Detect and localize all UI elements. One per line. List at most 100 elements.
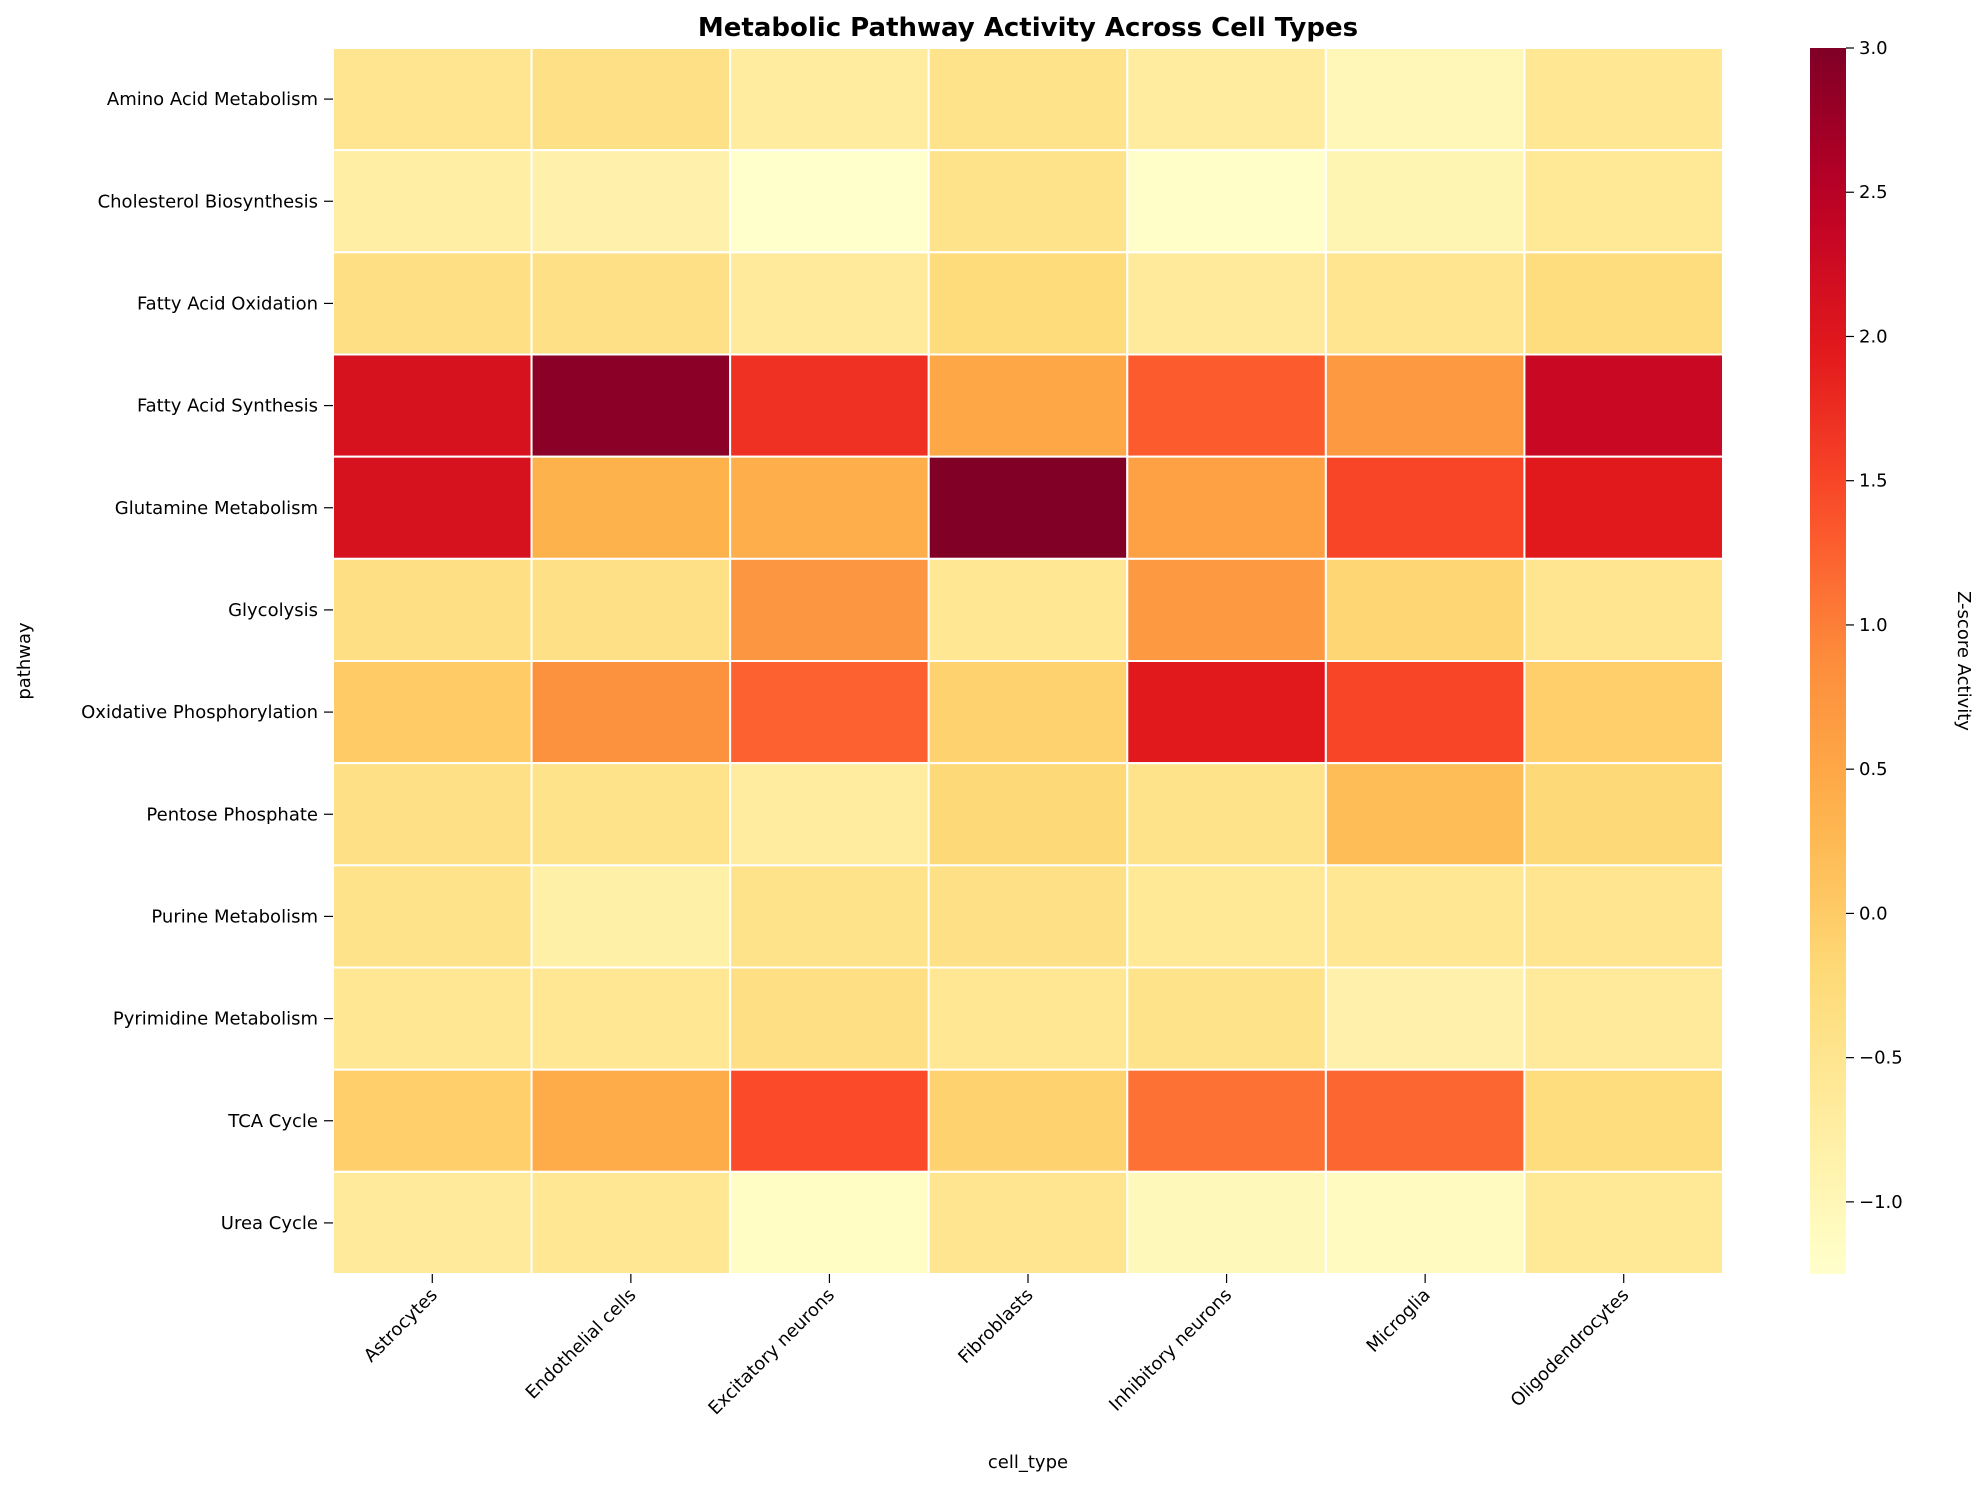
x-axis-ticks: Astrocytes Endothelial cells Excitatory ne…: [360, 1274, 1633, 1419]
heatmap-cell: [927, 353, 1129, 458]
heatmap-cell: [927, 864, 1129, 969]
heatmap-cell: [927, 660, 1129, 765]
heatmap-cell: [927, 966, 1129, 1071]
y-tick-label: Pentose Phosphate: [146, 804, 318, 825]
heatmap-cell: [729, 353, 930, 458]
y-tick-label: Pyrimidine Metabolism: [113, 1009, 318, 1030]
colorbar-tick-label: 1.5: [1859, 471, 1888, 492]
heatmap-cell: [729, 251, 930, 356]
heatmap-cell: [927, 762, 1129, 867]
heatmap-cell: [530, 455, 732, 560]
heatmap-cell: [1523, 864, 1725, 969]
heatmap-cell: [1324, 251, 1526, 356]
colorbar-gradient: [1810, 48, 1846, 1274]
heatmap-cell: [1324, 557, 1526, 662]
x-tick-label: Excitatory neurons: [704, 1285, 839, 1420]
heatmap-cell: [332, 864, 533, 969]
heatmap-cell: [927, 1170, 1129, 1276]
heatmap-cell: [1324, 353, 1526, 458]
heatmap-cell: [332, 762, 533, 867]
heatmap-cell: [1126, 251, 1327, 356]
heatmap-cell: [1324, 966, 1526, 1071]
heatmap-cell: [1523, 762, 1725, 867]
heatmap-cell: [1126, 149, 1327, 254]
y-tick-label: Purine Metabolism: [151, 906, 318, 927]
heatmap-cell: [729, 149, 930, 254]
heatmap-cell: [530, 353, 732, 458]
heatmap-cell: [1324, 762, 1526, 867]
heatmap-cell: [729, 47, 930, 152]
heatmap-cell: [1126, 1068, 1327, 1173]
heatmap-cell: [530, 557, 732, 662]
y-tick-label: Cholesterol Biosynthesis: [98, 191, 318, 212]
heatmap-cell: [530, 251, 732, 356]
heatmap-cell: [332, 353, 533, 458]
y-axis-ticks: Amino Acid Metabolism Cholesterol Biosynt…: [81, 89, 333, 1234]
heatmap-cell: [530, 864, 732, 969]
x-tick-label: Inhibitory neurons: [1105, 1285, 1236, 1416]
heatmap-cell: [927, 455, 1129, 560]
colorbar-tick-label: 1.0: [1859, 615, 1888, 636]
heatmap-cell: [729, 557, 930, 662]
heatmap-cell: [1324, 660, 1526, 765]
x-tick-label: Oligodendrocytes: [1507, 1285, 1634, 1412]
colorbar-tick-label: 0.5: [1859, 759, 1888, 780]
heatmap-cell: [1523, 353, 1725, 458]
heatmap-cell: [1126, 966, 1327, 1071]
heatmap-cell: [1324, 1170, 1526, 1276]
heatmap-cell: [1324, 455, 1526, 560]
x-axis-label: cell_type: [988, 1452, 1068, 1473]
heatmap-cell: [927, 557, 1129, 662]
heatmap-cell: [1523, 557, 1725, 662]
heatmap-cell: [1126, 557, 1327, 662]
heatmap-cell: [332, 966, 533, 1071]
heatmap-cell: [1523, 1068, 1725, 1173]
colorbar-label: Z-score Activity: [1953, 591, 1974, 731]
heatmap-cell: [1126, 762, 1327, 867]
heatmap-cell: [1324, 47, 1526, 152]
heatmap-cell: [729, 1068, 930, 1173]
heatmap-cell: [332, 149, 533, 254]
x-tick-label: Endothelial cells: [522, 1285, 641, 1404]
chart-title: Metabolic Pathway Activity Across Cell T…: [698, 13, 1358, 43]
heatmap-cell: [1523, 660, 1725, 765]
heatmap-cell: [1126, 47, 1327, 152]
x-tick-label: Microglia: [1363, 1285, 1435, 1357]
heatmap-cell: [927, 149, 1129, 254]
y-tick-label: Amino Acid Metabolism: [107, 89, 318, 110]
heatmap-cell: [1126, 660, 1327, 765]
y-tick-label: Urea Cycle: [221, 1213, 318, 1234]
heatmap-cell: [530, 1170, 732, 1276]
heatmap-cell: [729, 660, 930, 765]
heatmap-cell: [1126, 864, 1327, 969]
x-tick-label: Fibroblasts: [954, 1285, 1037, 1368]
heatmap-cell: [332, 47, 533, 152]
heatmap-cell: [530, 966, 732, 1071]
heatmap-cell: [332, 660, 533, 765]
y-tick-label: Oxidative Phosphorylation: [81, 702, 318, 723]
heatmap-cell: [1523, 966, 1725, 1071]
heatmap-cell: [530, 660, 732, 765]
heatmap-cells: [332, 47, 1725, 1276]
heatmap-cell: [1523, 251, 1725, 356]
heatmap-cell: [729, 864, 930, 969]
y-tick-label: Glutamine Metabolism: [115, 498, 318, 519]
heatmap-cell: [1523, 1170, 1725, 1276]
colorbar: −1.0 −0.5 0.0 0.5 1.0 1.5 2.0 2.5 3.0: [1810, 38, 1903, 1274]
heatmap-cell: [927, 251, 1129, 356]
heatmap-cell: [530, 1068, 732, 1173]
heatmap-cell: [1126, 353, 1327, 458]
heatmap-cell: [1523, 47, 1725, 152]
heatmap-cell: [530, 762, 732, 867]
x-tick-label: Astrocytes: [360, 1285, 442, 1367]
heatmap-cell: [1324, 1068, 1526, 1173]
heatmap-cell: [927, 47, 1129, 152]
colorbar-tick-label: 2.5: [1859, 182, 1888, 203]
heatmap-cell: [332, 251, 533, 356]
heatmap-cell: [1324, 149, 1526, 254]
heatmap-cell: [729, 762, 930, 867]
colorbar-tick-label: −0.5: [1859, 1048, 1903, 1069]
colorbar-tick-label: −1.0: [1859, 1192, 1903, 1213]
